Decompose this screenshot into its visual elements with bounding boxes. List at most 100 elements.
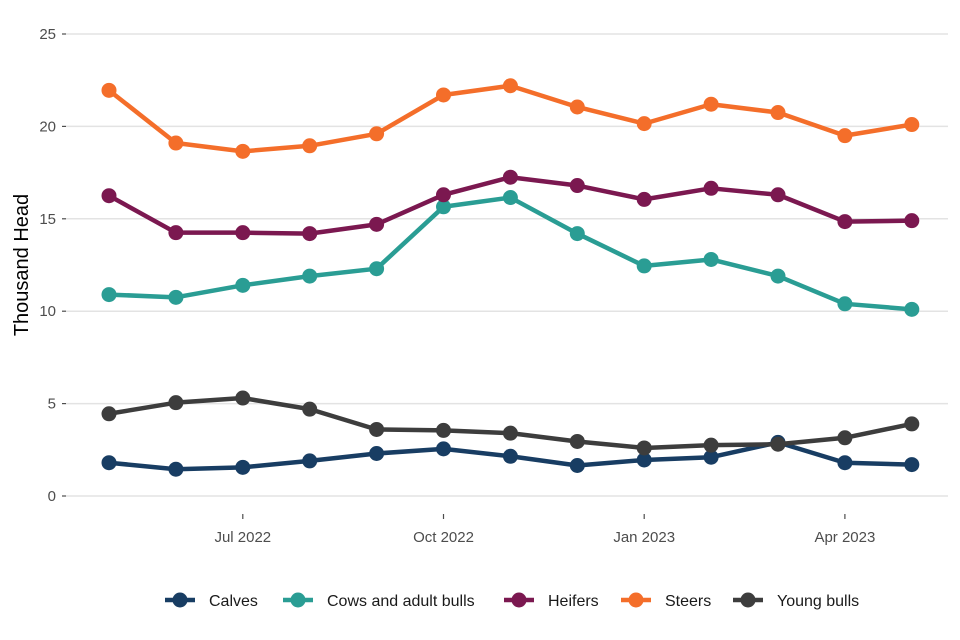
series-young-bulls [101, 390, 920, 456]
series-heifers [101, 169, 920, 242]
series-lines [101, 78, 920, 477]
data-point [168, 135, 184, 151]
data-point [569, 226, 585, 242]
data-point [436, 87, 451, 103]
data-point [369, 216, 385, 232]
data-point [703, 180, 719, 196]
data-point [569, 458, 585, 474]
data-point [168, 395, 184, 411]
legend-swatch-point [172, 592, 188, 608]
y-tick-label: 0 [48, 488, 56, 505]
data-point [302, 401, 318, 417]
data-point [770, 105, 786, 121]
y-axis-title: Thousand Head [11, 194, 33, 336]
series-line [106, 83, 915, 154]
data-point [302, 268, 318, 284]
data-point [436, 187, 451, 203]
data-point [837, 128, 853, 144]
data-point [235, 390, 251, 406]
legend-item: Young bulls [733, 592, 859, 610]
series-steers [101, 78, 920, 159]
data-point [703, 251, 719, 267]
data-point [168, 289, 184, 305]
data-point [235, 225, 251, 241]
data-point [101, 188, 117, 204]
data-point [369, 126, 385, 142]
data-point [569, 178, 585, 194]
data-point [569, 99, 585, 115]
legend-swatch-point [511, 592, 527, 608]
data-point [636, 116, 652, 132]
data-point [101, 455, 117, 471]
data-point [636, 258, 652, 274]
legend-item: Calves [165, 592, 258, 610]
legend-label: Young bulls [777, 593, 859, 610]
data-point [837, 296, 853, 312]
data-point [369, 261, 385, 277]
data-point [369, 445, 385, 461]
x-tick-label: Oct 2022 [413, 529, 474, 546]
data-point [636, 452, 652, 468]
data-point [904, 117, 920, 133]
data-point [636, 191, 652, 207]
data-point [502, 78, 518, 94]
y-tick-label: 10 [39, 303, 56, 320]
legend-item: Heifers [504, 592, 599, 610]
data-point [302, 453, 318, 469]
data-point [235, 277, 251, 293]
series-line [106, 174, 915, 236]
data-point [502, 448, 518, 464]
y-tick-label: 25 [39, 26, 56, 43]
data-point [703, 96, 719, 112]
data-point [369, 421, 385, 437]
legend: Calves Cows and adult bulls Heifers Steers Y… [165, 592, 859, 610]
legend-item: Cows and adult bulls [283, 592, 475, 610]
legend-label: Calves [209, 593, 258, 610]
data-point [770, 268, 786, 284]
data-point [569, 433, 585, 449]
data-point [502, 425, 518, 441]
series-line [106, 195, 915, 312]
legend-label: Steers [665, 593, 711, 610]
data-point [235, 459, 251, 475]
gridlines [66, 33, 948, 497]
data-point [168, 225, 184, 241]
legend-label: Heifers [548, 593, 599, 610]
data-point [235, 143, 251, 159]
data-point [904, 457, 920, 473]
data-point [837, 214, 853, 230]
data-point [302, 138, 318, 154]
series-cows-and-adult-bulls [101, 190, 920, 317]
legend-item: Steers [621, 592, 711, 610]
legend-swatch-point [290, 592, 306, 608]
data-point [636, 440, 652, 456]
data-point [168, 461, 184, 477]
y-axis: 0 5 10 15 20 25 [39, 26, 66, 505]
legend-swatch-point [740, 592, 756, 608]
data-point [101, 82, 117, 98]
x-tick-label: Apr 2023 [814, 529, 875, 546]
data-point [904, 213, 920, 229]
data-point [837, 455, 853, 471]
y-tick-label: 20 [39, 118, 56, 135]
data-point [502, 190, 518, 206]
data-point [904, 416, 920, 432]
x-tick-label: Jan 2023 [613, 529, 675, 546]
data-point [436, 199, 451, 215]
data-point [837, 430, 853, 446]
data-point [101, 406, 117, 422]
y-tick-label: 5 [48, 396, 56, 413]
data-point [302, 226, 318, 242]
y-tick-label: 15 [39, 211, 56, 228]
legend-swatch-point [628, 592, 644, 608]
data-point [101, 287, 117, 303]
x-axis: Jul 2022 Oct 2022 Jan 2023 Apr 2023 [214, 514, 875, 546]
data-point [770, 436, 786, 452]
data-point [703, 449, 719, 465]
data-point [770, 187, 786, 203]
data-point [502, 169, 518, 185]
data-point [703, 437, 719, 453]
data-point [904, 301, 920, 317]
legend-label: Cows and adult bulls [327, 593, 475, 610]
